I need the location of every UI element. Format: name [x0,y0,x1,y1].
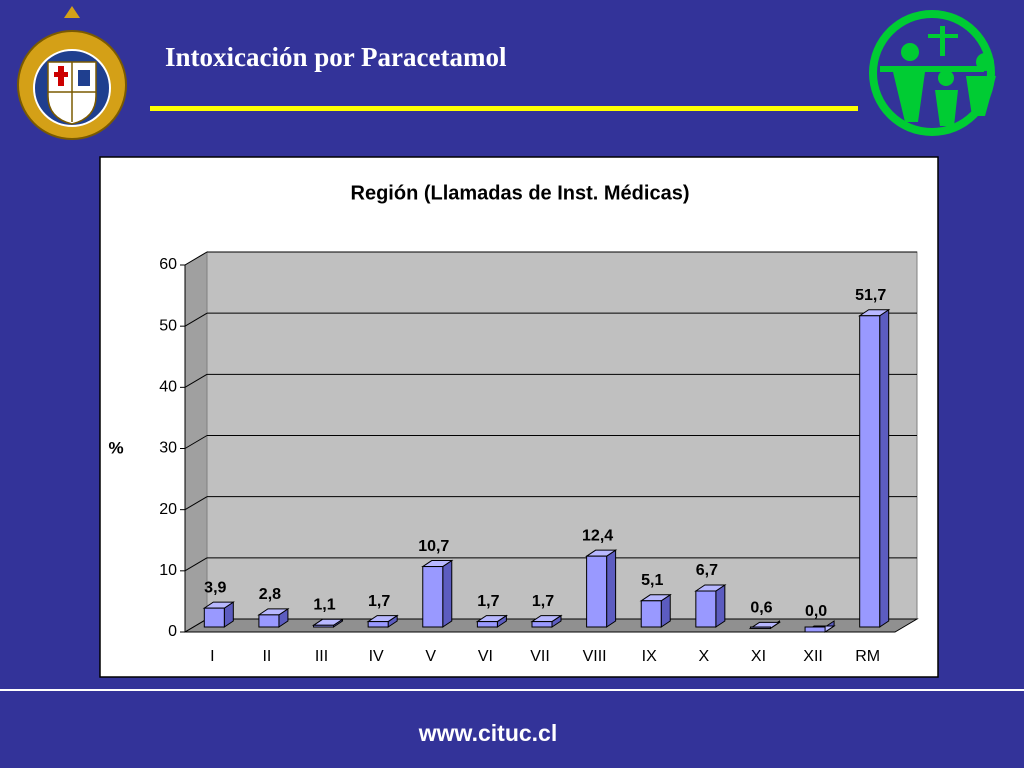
grid-line-side [184,373,208,388]
bar-side [715,584,726,628]
value-label: 3,9 [204,579,226,596]
bar [313,624,335,628]
value-label: 6,7 [696,562,718,579]
x-tick-label: III [315,648,328,665]
x-tick-label: XII [803,648,823,665]
bar [203,607,225,628]
x-tick-label: V [425,648,436,665]
value-label: 5,1 [641,572,663,589]
value-label: 10,7 [418,538,449,555]
grid-line-side [184,251,208,266]
value-label: 1,7 [368,593,390,610]
grid-line-side [184,312,208,327]
chart: 0 10 20 30 40 50 60 I 3,9 II 2,8 III 1,1 IV 1,7 V 10,7 VI… [159,251,919,665]
title-underline [150,106,858,111]
x-tick-label: VI [478,648,493,665]
bar-side [442,559,453,628]
value-label: 51,7 [855,287,886,304]
bar [859,315,881,628]
x-tick-label: XI [751,648,766,665]
bar [586,555,608,628]
university-logo [17,6,127,140]
y-tick-label: 0 [168,623,177,640]
bar-side [606,549,617,628]
bar [258,614,280,628]
slide-title: Intoxicación por Paracetamol [165,42,507,72]
bar-side [879,308,890,628]
bar [804,626,826,633]
y-tick-label: 20 [159,501,177,518]
x-tick-label: II [262,648,271,665]
y-tick-label: 30 [159,440,177,457]
y-tick-label: 10 [159,562,177,579]
value-label: 0,0 [805,603,827,620]
y-tick-label: 50 [159,317,177,334]
x-tick-label: VII [530,648,550,665]
value-label: 0,6 [750,600,772,617]
chart-title: Región (Llamadas de Inst. Médicas) [351,182,690,204]
cituc-logo [869,10,996,136]
value-label: 1,7 [532,593,554,610]
bar [476,621,498,628]
x-tick-label: I [210,648,214,665]
x-tick-label: IX [642,648,657,665]
bar [749,626,771,629]
bar [422,566,444,628]
grid-line-side [184,557,208,572]
x-tick-label: X [699,648,710,665]
grid-line-side [184,435,208,449]
bar [640,600,662,628]
x-tick-label: RM [855,648,880,665]
bar [695,590,717,628]
footer-url: www.cituc.cl [418,720,557,746]
y-tick-label: 60 [159,256,177,273]
value-label: 12,4 [582,527,613,544]
grid-line-side [184,496,208,511]
footer-line [0,689,1024,691]
value-label: 1,7 [477,593,499,610]
y-tick-label: 40 [159,379,177,396]
x-tick-label: IV [369,648,384,665]
x-tick-label: VIII [583,648,607,665]
bar [367,621,389,628]
bar [531,621,553,628]
y-axis-label: % [108,438,123,457]
value-label: 2,8 [259,586,281,603]
value-label: 1,1 [313,596,335,613]
grid-line-side [184,618,208,633]
